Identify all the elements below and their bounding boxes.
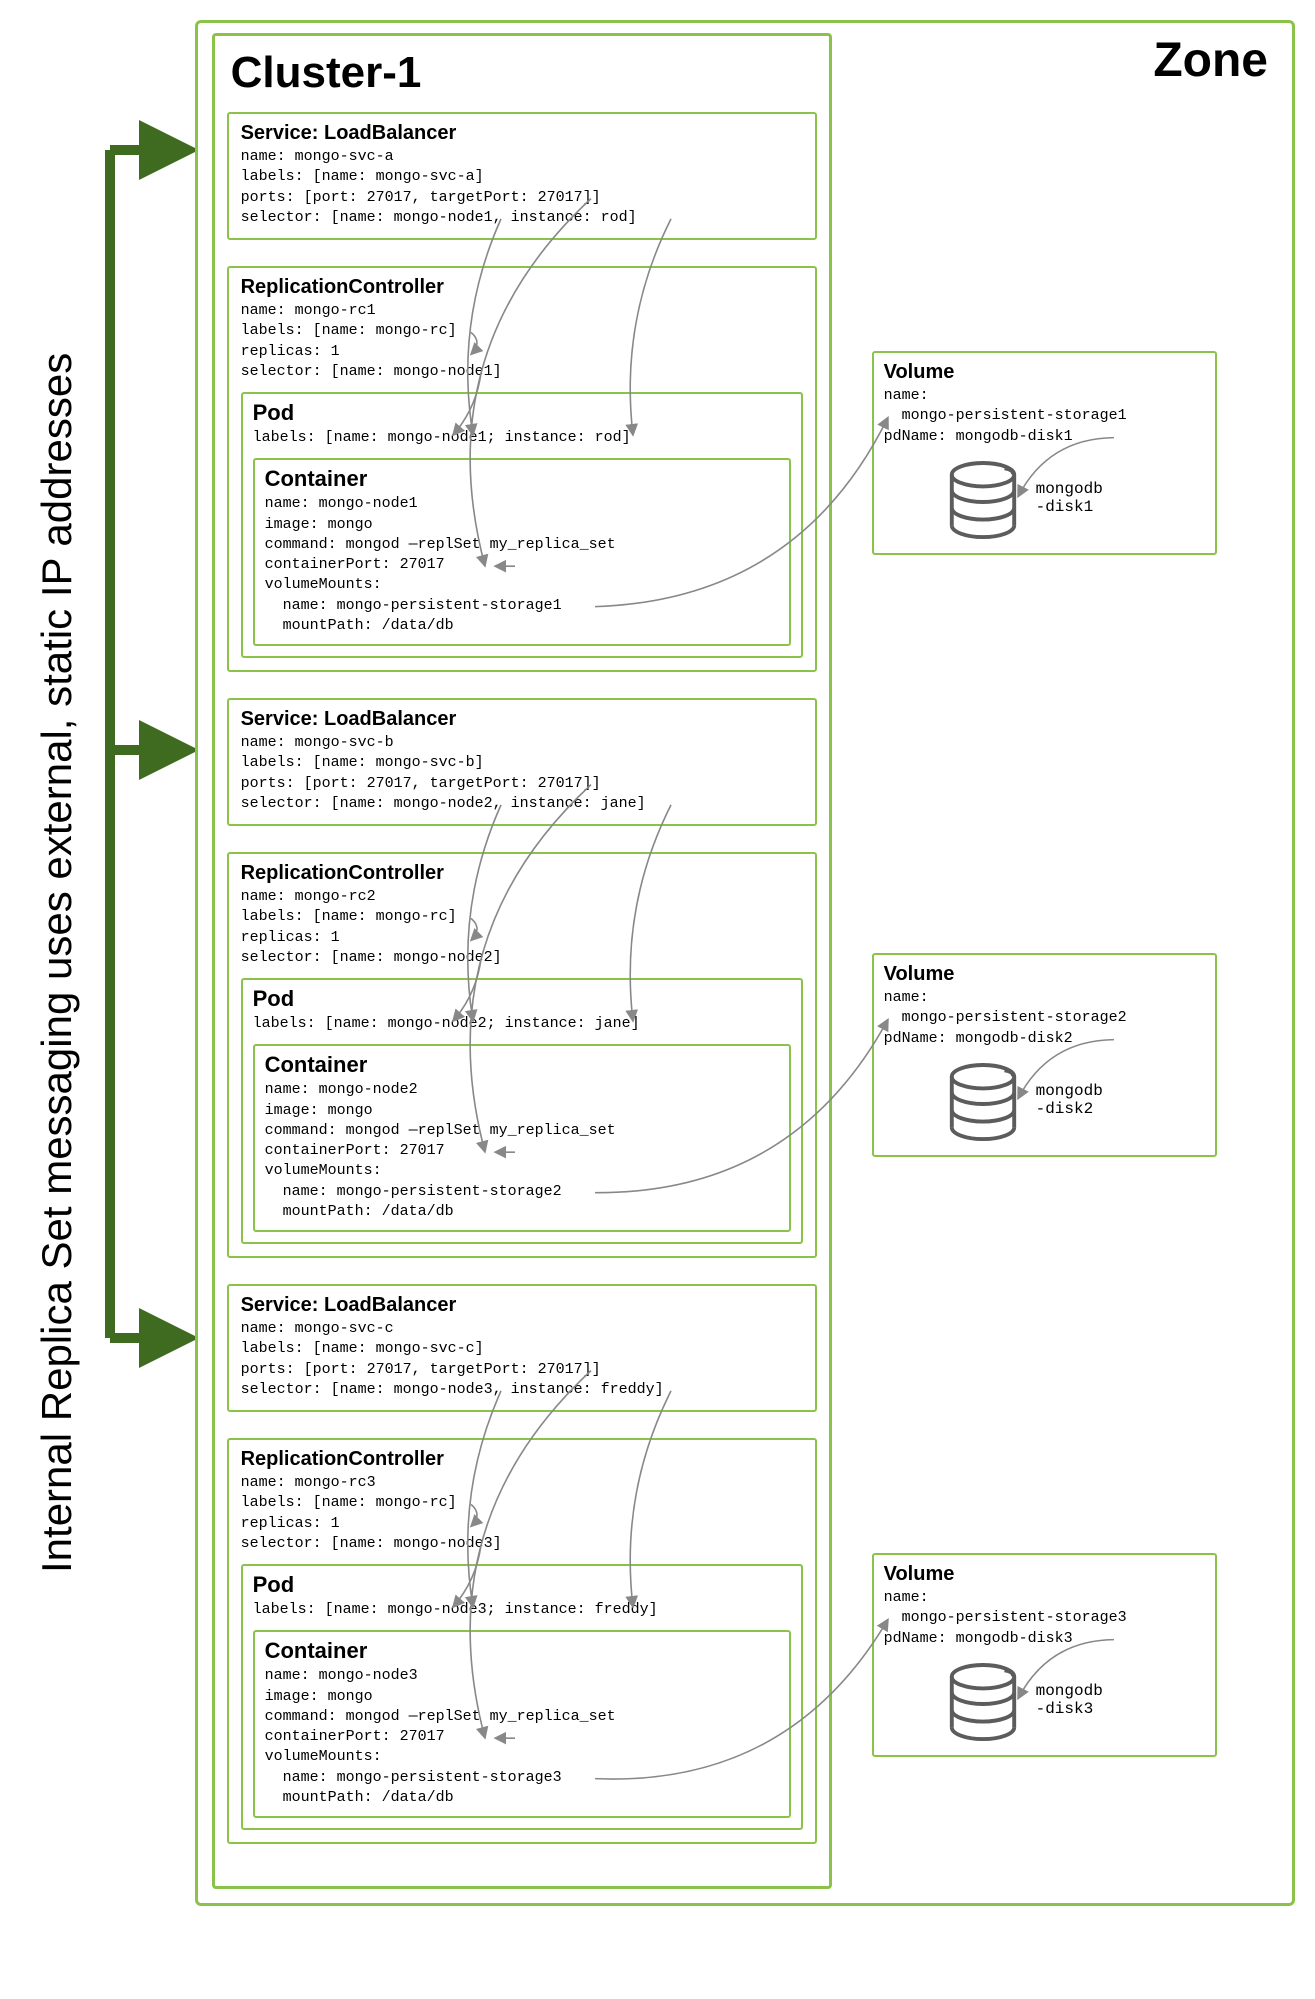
service-title: Service: LoadBalancer: [241, 708, 803, 731]
disk-icon: [944, 1663, 1022, 1743]
service-box-3: Service: LoadBalancername: mongo-svc-c l…: [227, 1284, 817, 1412]
rc-body: name: mongo-rc1 labels: [name: mongo-rc]…: [241, 301, 803, 382]
volume-body: name: mongo-persistent-storage2 pdName: …: [884, 988, 1205, 1049]
pod-title: Pod: [253, 1572, 791, 1598]
rc-box-2: ReplicationControllername: mongo-rc2 lab…: [227, 852, 817, 1258]
diagram-root: Internal Replica Set messaging uses exte…: [20, 20, 1295, 1906]
pod-box-1: Podlabels: [name: mongo-node1; instance:…: [241, 392, 803, 658]
container-body: name: mongo-node3 image: mongo command: …: [265, 1666, 779, 1808]
container-title: Container: [265, 1638, 779, 1664]
container-body: name: mongo-node2 image: mongo command: …: [265, 1080, 779, 1222]
disk-icon: [944, 461, 1022, 541]
zone-box: Zone Cluster-1 Service: LoadBalancername…: [195, 20, 1295, 1906]
volume-box-1: Volumename: mongo-persistent-storage1 pd…: [872, 351, 1217, 555]
container-title: Container: [265, 466, 779, 492]
pod-body: labels: [name: mongo-node1; instance: ro…: [253, 428, 791, 448]
pod-box-3: Podlabels: [name: mongo-node3; instance:…: [241, 1564, 803, 1830]
pod-box-2: Podlabels: [name: mongo-node2; instance:…: [241, 978, 803, 1244]
disk-label: mongodb-disk1: [1036, 480, 1103, 516]
volume-title: Volume: [884, 361, 1205, 384]
pod-title: Pod: [253, 986, 791, 1012]
pod-body: labels: [name: mongo-node3; instance: fr…: [253, 1600, 791, 1620]
main-area: Cluster-1 Service: LoadBalancername: mon…: [212, 33, 1278, 1889]
container-box-2: Containername: mongo-node2 image: mongo …: [253, 1044, 791, 1232]
arrow-column: [95, 20, 195, 1906]
volume-body: name: mongo-persistent-storage3 pdName: …: [884, 1588, 1205, 1649]
rc-title: ReplicationController: [241, 1448, 803, 1471]
rc-title: ReplicationController: [241, 862, 803, 885]
service-body: name: mongo-svc-b labels: [name: mongo-s…: [241, 733, 803, 814]
rc-body: name: mongo-rc3 labels: [name: mongo-rc]…: [241, 1473, 803, 1554]
service-title: Service: LoadBalancer: [241, 1294, 803, 1317]
volume-body: name: mongo-persistent-storage1 pdName: …: [884, 386, 1205, 447]
cluster-title: Cluster-1: [231, 48, 817, 98]
disk-icon: [944, 1063, 1022, 1143]
pod-title: Pod: [253, 400, 791, 426]
rc-box-3: ReplicationControllername: mongo-rc3 lab…: [227, 1438, 817, 1844]
volume-box-3: Volumename: mongo-persistent-storage3 pd…: [872, 1553, 1217, 1757]
volume-title: Volume: [884, 963, 1205, 986]
disk-label: mongodb-disk2: [1036, 1082, 1103, 1118]
external-arrows-svg: [95, 20, 195, 1980]
rc-box-1: ReplicationControllername: mongo-rc1 lab…: [227, 266, 817, 672]
service-box-2: Service: LoadBalancername: mongo-svc-b l…: [227, 698, 817, 826]
volume-box-2: Volumename: mongo-persistent-storage2 pd…: [872, 953, 1217, 1157]
container-body: name: mongo-node1 image: mongo command: …: [265, 494, 779, 636]
container-box-1: Containername: mongo-node1 image: mongo …: [253, 458, 791, 646]
side-label: Internal Replica Set messaging uses exte…: [20, 20, 95, 1906]
service-body: name: mongo-svc-a labels: [name: mongo-s…: [241, 147, 803, 228]
service-body: name: mongo-svc-c labels: [name: mongo-s…: [241, 1319, 803, 1400]
disk-label: mongodb-disk3: [1036, 1682, 1103, 1718]
rc-title: ReplicationController: [241, 276, 803, 299]
cluster-box: Cluster-1 Service: LoadBalancername: mon…: [212, 33, 832, 1889]
container-box-3: Containername: mongo-node3 image: mongo …: [253, 1630, 791, 1818]
pod-body: labels: [name: mongo-node2; instance: ja…: [253, 1014, 791, 1034]
container-title: Container: [265, 1052, 779, 1078]
service-title: Service: LoadBalancer: [241, 122, 803, 145]
volume-title: Volume: [884, 1563, 1205, 1586]
rc-body: name: mongo-rc2 labels: [name: mongo-rc]…: [241, 887, 803, 968]
service-box-1: Service: LoadBalancername: mongo-svc-a l…: [227, 112, 817, 240]
